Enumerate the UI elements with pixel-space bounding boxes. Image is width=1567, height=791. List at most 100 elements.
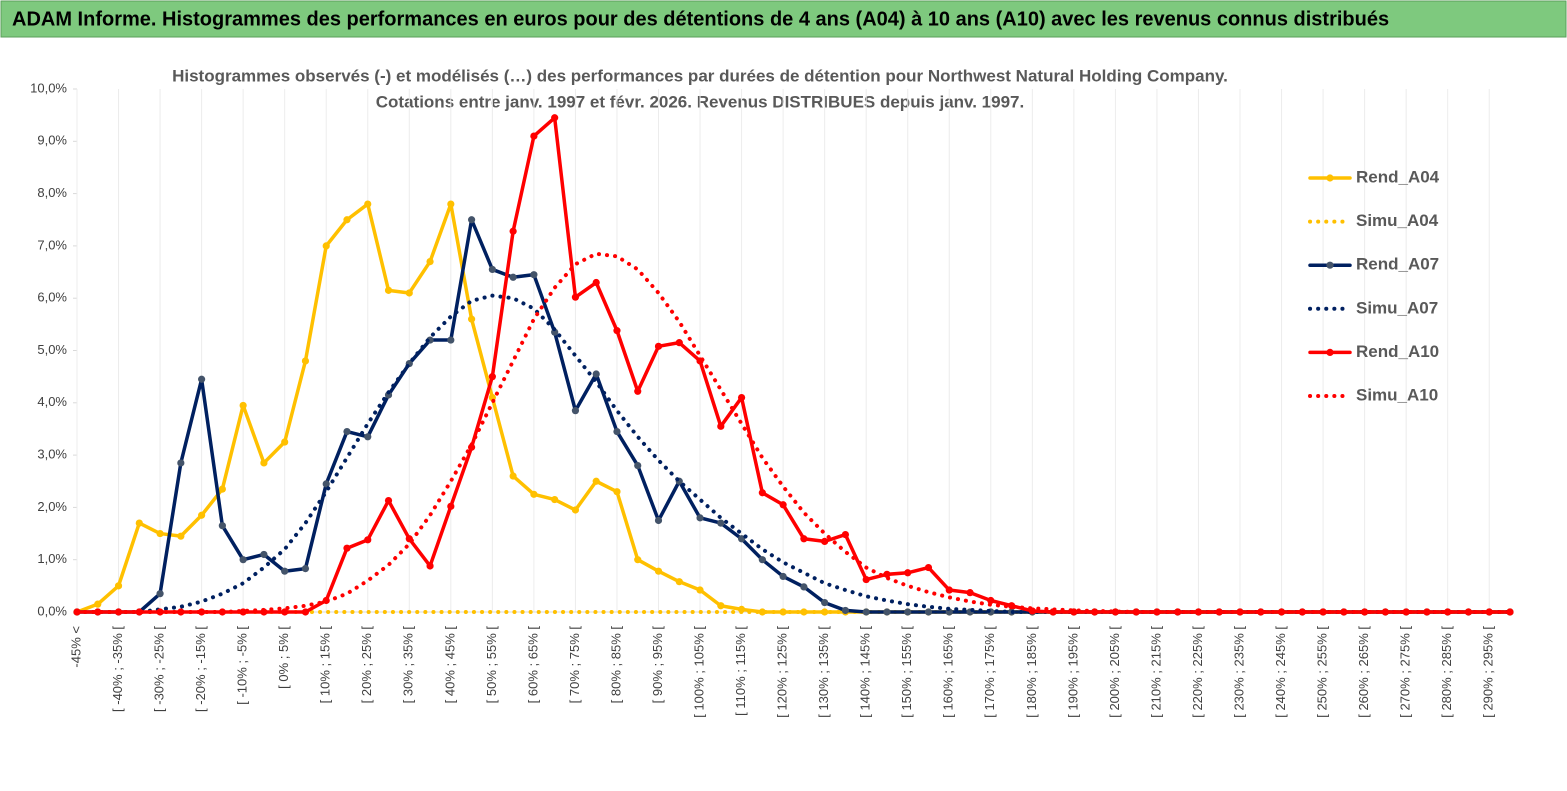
- data-point: [613, 327, 621, 335]
- data-point: [862, 575, 870, 584]
- data-point: [467, 216, 476, 224]
- data-point: [364, 200, 372, 208]
- data-point: [239, 608, 247, 616]
- data-point: [966, 589, 974, 597]
- data-point: [800, 535, 808, 543]
- data-point: [571, 407, 580, 415]
- data-point: [696, 586, 704, 594]
- data-point: [467, 315, 476, 323]
- data-point: [945, 586, 953, 594]
- x-tick-label: [ 90% ; 95% [: [650, 626, 665, 704]
- x-tick-label: [ 150% ; 155% [: [899, 626, 914, 718]
- data-point: [281, 567, 289, 575]
- y-tick-label: 9,0%: [37, 133, 67, 148]
- data-point: [447, 336, 455, 344]
- data-point: [301, 608, 310, 616]
- data-point: [634, 387, 642, 395]
- x-tick-label: [ 20% ; 25% [: [359, 626, 374, 704]
- data-point: [322, 480, 330, 488]
- data-point: [717, 422, 725, 430]
- data-point: [447, 200, 455, 208]
- data-point: [218, 522, 226, 530]
- data-point: [239, 556, 247, 564]
- header-bar: [0, 0, 1567, 38]
- data-point: [654, 342, 663, 350]
- x-tick-label: [ 280% ; 285% [: [1439, 626, 1454, 718]
- y-tick-label: 0,0%: [37, 603, 67, 618]
- data-point: [551, 495, 559, 504]
- x-tick-label: [ 210% ; 215% [: [1148, 626, 1163, 718]
- data-point: [384, 497, 393, 505]
- legend-label: Simu_A04: [1356, 211, 1439, 230]
- data-point: [530, 271, 538, 279]
- data-point: [758, 608, 766, 616]
- data-point: [613, 427, 621, 436]
- data-point: [862, 608, 870, 616]
- data-point: [156, 529, 164, 538]
- y-tick-label: 7,0%: [37, 237, 67, 252]
- data-point: [924, 563, 933, 572]
- x-tick-label: [ 120% ; 125% [: [775, 626, 790, 718]
- data-point: [779, 572, 787, 581]
- data-point: [260, 459, 268, 467]
- x-tick-label: [ 0% ; 5% [: [276, 626, 291, 689]
- x-tick-label: [ 50% ; 55% [: [484, 626, 499, 704]
- data-point: [592, 278, 600, 287]
- x-tick-label: [ 230% ; 235% [: [1231, 626, 1246, 718]
- data-point: [218, 485, 226, 493]
- data-point: [509, 273, 517, 281]
- x-tick-label: [ 100% ; 105% [: [691, 626, 706, 718]
- data-point: [1153, 608, 1161, 616]
- legend-label: Rend_A07: [1356, 255, 1439, 274]
- data-point: [281, 438, 289, 446]
- data-point: [737, 535, 746, 543]
- data-point: [384, 286, 393, 294]
- data-point: [530, 132, 538, 140]
- legend-label: Rend_A10: [1356, 342, 1439, 361]
- x-tick-label: [ 260% ; 265% [: [1356, 626, 1371, 718]
- x-tick-label: [ 290% ; 295% [: [1481, 626, 1496, 718]
- y-tick-label: 6,0%: [37, 290, 67, 305]
- data-point: [94, 600, 102, 608]
- data-point: [343, 544, 351, 552]
- data-point: [156, 590, 164, 598]
- y-tick-label: 10,0%: [30, 80, 67, 95]
- data-point: [177, 459, 185, 467]
- x-tick-label: -45% <: [68, 626, 83, 668]
- data-point: [613, 488, 621, 496]
- data-point: [758, 556, 766, 564]
- x-tick-label: [ 250% ; 255% [: [1315, 626, 1330, 718]
- data-point: [883, 570, 891, 578]
- data-point: [758, 489, 766, 497]
- data-point: [198, 375, 206, 383]
- data-point: [696, 514, 704, 522]
- data-point: [904, 608, 912, 616]
- data-point: [135, 519, 143, 527]
- data-point: [551, 114, 559, 122]
- x-tick-label: [ 180% ; 185% [: [1024, 626, 1039, 718]
- data-point: [198, 608, 206, 616]
- x-tick-label: [ 40% ; 45% [: [442, 626, 457, 704]
- data-point: [592, 477, 600, 485]
- data-point: [717, 519, 725, 527]
- data-point: [281, 608, 289, 616]
- data-point: [509, 472, 517, 480]
- data-point: [364, 536, 372, 544]
- x-tick-label: [ -40% ; -35% [: [110, 626, 125, 712]
- data-point: [488, 265, 496, 274]
- legend-label: Rend_A04: [1356, 167, 1440, 186]
- x-tick-label: [ 30% ; 35% [: [401, 626, 416, 704]
- data-point: [821, 537, 829, 545]
- x-tick-label: [ 130% ; 135% [: [816, 626, 831, 718]
- data-point: [800, 583, 808, 591]
- x-tick-label: [ 190% ; 195% [: [1065, 626, 1080, 718]
- data-point: [426, 562, 434, 570]
- header-title: ADAM Informe. Histogrammes des performan…: [12, 8, 1389, 30]
- x-tick-label: [ 160% ; 165% [: [941, 626, 956, 718]
- data-point: [675, 578, 683, 586]
- data-point: [239, 401, 247, 410]
- data-point: [260, 550, 268, 559]
- y-tick-label: 8,0%: [37, 185, 67, 200]
- legend-marker: [1326, 348, 1334, 356]
- y-tick-label: 4,0%: [37, 394, 67, 409]
